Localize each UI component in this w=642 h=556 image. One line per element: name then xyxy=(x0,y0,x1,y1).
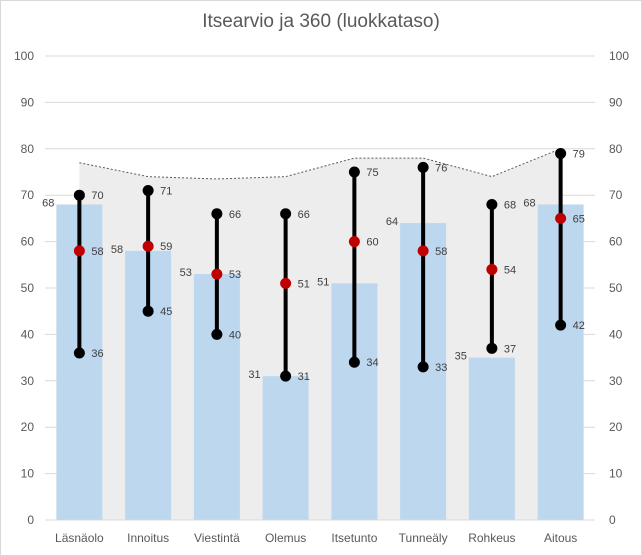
bar xyxy=(468,357,515,520)
y2-tick-label: 30 xyxy=(609,374,623,388)
range-high-marker xyxy=(417,161,429,173)
range-low-label: 31 xyxy=(298,371,310,383)
range-low-marker xyxy=(348,356,360,368)
midpoint-label: 58 xyxy=(435,246,447,258)
midpoint-label: 51 xyxy=(298,278,310,290)
bar-data-label: 68 xyxy=(42,197,54,209)
x-tick-label: Olemus xyxy=(265,531,306,545)
y2-tick-label: 90 xyxy=(609,95,623,109)
y-tick-label: 30 xyxy=(21,374,35,388)
y-tick-label: 10 xyxy=(21,467,35,481)
range-low-marker xyxy=(73,347,85,359)
bar xyxy=(262,376,309,520)
y-tick-label: 50 xyxy=(21,281,35,295)
x-tick-label: Itsetunto xyxy=(331,531,377,545)
range-low-marker xyxy=(211,328,223,340)
range-high-label: 70 xyxy=(91,190,103,202)
range-low-marker xyxy=(142,305,154,317)
x-tick-label: Innoitus xyxy=(127,531,169,545)
y2-tick-label: 70 xyxy=(609,188,623,202)
midpoint-marker xyxy=(211,268,223,280)
bar-data-label: 64 xyxy=(386,216,398,228)
x-tick-label: Aitous xyxy=(544,531,577,545)
midpoint-label: 53 xyxy=(229,269,241,281)
range-low-label: 40 xyxy=(229,329,241,341)
range-low-marker xyxy=(417,361,429,373)
range-high-label: 71 xyxy=(160,186,172,198)
midpoint-label: 54 xyxy=(504,264,516,276)
range-low-marker xyxy=(280,370,292,382)
y-tick-label: 90 xyxy=(21,95,35,109)
range-high-marker xyxy=(211,208,223,220)
x-tick-label: Läsnäolo xyxy=(55,531,104,545)
y2-tick-label: 10 xyxy=(609,467,623,481)
y-tick-label: 0 xyxy=(27,513,34,527)
midpoint-label: 65 xyxy=(573,213,585,225)
y2-tick-label: 20 xyxy=(609,420,623,434)
y-tick-label: 70 xyxy=(21,188,35,202)
range-low-label: 34 xyxy=(366,357,378,369)
midpoint-label: 59 xyxy=(160,241,172,253)
range-high-marker xyxy=(486,198,498,210)
x-tick-label: Rohkeus xyxy=(468,531,515,545)
midpoint-marker xyxy=(142,240,154,252)
bar-data-label: 68 xyxy=(523,197,535,209)
range-low-label: 36 xyxy=(91,348,103,360)
range-low-marker xyxy=(486,342,498,354)
range-high-label: 66 xyxy=(298,209,310,221)
x-tick-label: Viestintä xyxy=(194,531,240,545)
range-high-marker xyxy=(555,147,567,159)
y2-tick-label: 50 xyxy=(609,281,623,295)
midpoint-marker xyxy=(555,212,567,224)
y2-tick-label: 40 xyxy=(609,327,623,341)
range-low-label: 42 xyxy=(573,320,585,332)
midpoint-marker xyxy=(73,245,85,257)
area-top-line xyxy=(79,148,561,180)
bar-data-label: 31 xyxy=(248,369,260,381)
range-high-marker xyxy=(73,189,85,201)
y-tick-label: 100 xyxy=(14,49,34,63)
range-high-label: 66 xyxy=(229,209,241,221)
bar-data-label: 51 xyxy=(317,276,329,288)
range-high-marker xyxy=(142,185,154,197)
range-high-label: 76 xyxy=(435,162,447,174)
y-tick-label: 80 xyxy=(21,142,35,156)
range-low-label: 37 xyxy=(504,343,516,355)
y-tick-label: 20 xyxy=(21,420,35,434)
bar-data-label: 35 xyxy=(455,351,467,363)
y2-tick-label: 0 xyxy=(609,513,616,527)
range-high-label: 75 xyxy=(366,167,378,179)
midpoint-marker xyxy=(417,245,429,257)
midpoint-label: 58 xyxy=(91,246,103,258)
y-tick-label: 60 xyxy=(21,235,35,249)
range-high-label: 68 xyxy=(504,199,516,211)
range-high-marker xyxy=(280,208,292,220)
range-high-label: 79 xyxy=(573,148,585,160)
range-low-marker xyxy=(555,319,567,331)
x-tick-label: Tunneäly xyxy=(399,531,448,545)
y2-tick-label: 100 xyxy=(609,49,629,63)
y2-tick-label: 60 xyxy=(609,235,623,249)
range-low-label: 33 xyxy=(435,362,447,374)
y-tick-label: 40 xyxy=(21,327,35,341)
range-high-marker xyxy=(348,166,360,178)
bar-data-label: 58 xyxy=(111,244,123,256)
midpoint-marker xyxy=(280,277,292,289)
bar-data-label: 53 xyxy=(180,267,192,279)
chart-title: Itsearvio ja 360 (luokkataso) xyxy=(202,11,440,32)
y2-tick-label: 80 xyxy=(609,142,623,156)
midpoint-marker xyxy=(348,236,360,248)
midpoint-marker xyxy=(486,263,498,275)
midpoint-label: 60 xyxy=(366,237,378,249)
range-low-label: 45 xyxy=(160,306,172,318)
